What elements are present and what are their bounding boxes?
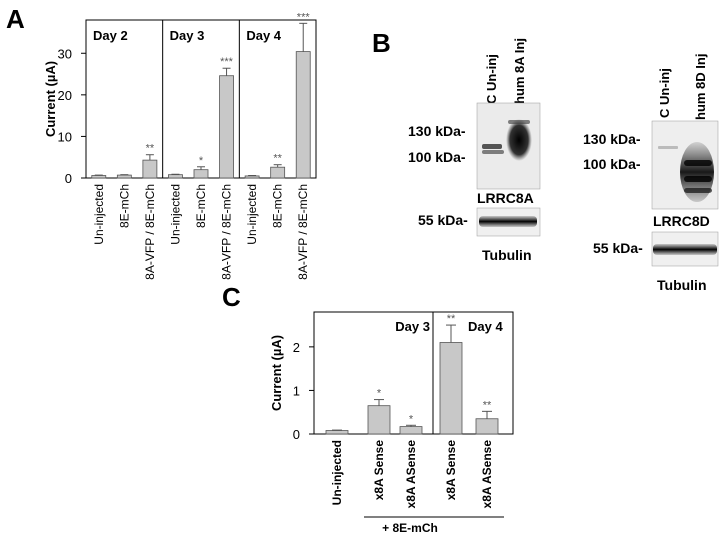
chart-a-bar bbox=[270, 166, 286, 179]
chart-c-group-label: Day 4 bbox=[468, 319, 503, 334]
blot-right-loading-marker: 55 kDa- bbox=[593, 240, 643, 256]
blot-right-marker-130: 130 kDa- bbox=[583, 131, 641, 147]
chart-c-significance: ** bbox=[483, 399, 492, 411]
chart-a-ytick-label: 10 bbox=[58, 129, 72, 144]
blot-left-lane-1: C Un-inj bbox=[484, 54, 499, 104]
chart-c-category-label: x8A Sense bbox=[372, 440, 386, 501]
chart-a-group-label: Day 3 bbox=[170, 28, 205, 43]
chart-c-category-label: x8A ASense bbox=[480, 440, 494, 509]
blot-left-loading-marker: 55 kDa- bbox=[418, 212, 468, 228]
chart-a-category-label: 8A-VFP / 8E-mCh bbox=[220, 184, 234, 280]
chart-a-ylabel: Current (µA) bbox=[43, 61, 58, 137]
chart-a-category-label: 8A-VFP / 8E-mCh bbox=[296, 184, 310, 280]
chart-a-group-label: Day 2 bbox=[93, 28, 128, 43]
chart-a-ytick-label: 30 bbox=[58, 46, 72, 61]
chart-a-significance: *** bbox=[297, 11, 311, 23]
panel-a-letter: A bbox=[6, 4, 25, 34]
chart-c-bar bbox=[439, 342, 463, 435]
chart-c-ytick-label: 2 bbox=[293, 340, 300, 355]
blot-left-band-injected bbox=[506, 119, 532, 161]
chart-a-bar bbox=[91, 175, 107, 179]
chart-c-bar bbox=[475, 418, 499, 435]
blot-left-band-control-lower bbox=[482, 150, 504, 154]
blot-right-marker-100: 100 kDa- bbox=[583, 156, 641, 172]
chart-a-category-label: 8A-VFP / 8E-mCh bbox=[143, 184, 157, 280]
chart-c-ytick-label: 1 bbox=[293, 383, 300, 398]
blot-right-protein: LRRC8D bbox=[653, 213, 710, 229]
blot-right: C Un-inj hum 8D Inj 130 kDa- 100 kDa- LR… bbox=[583, 54, 719, 293]
blot-right-tubulin-band bbox=[653, 244, 717, 255]
blot-left: C Un-inj hum 8A Inj 130 kDa- 100 kDa- LR… bbox=[408, 38, 541, 263]
chart-c-significance: * bbox=[409, 413, 414, 425]
chart-a-significance: ** bbox=[146, 143, 155, 155]
blot-right-band-injected-a bbox=[684, 160, 712, 166]
blot-left-tubulin-band bbox=[479, 216, 537, 227]
chart-a-category-label: Un-injected bbox=[245, 184, 259, 245]
chart-c-ylabel: Current (µA) bbox=[269, 335, 284, 411]
chart-c-category-label: x8A ASense bbox=[404, 440, 418, 509]
blot-right-band-injected-b bbox=[684, 176, 712, 182]
chart-c-significance: ** bbox=[447, 313, 456, 325]
chart-c-significance: * bbox=[377, 388, 382, 400]
chart-a-bar bbox=[244, 175, 260, 179]
chart-a-bar bbox=[193, 169, 209, 179]
chart-a-bar bbox=[219, 75, 234, 179]
panel-b-letter: B bbox=[372, 28, 391, 58]
blot-left-band-control bbox=[482, 144, 502, 149]
chart-a-category-label: 8E-mCh bbox=[271, 184, 285, 228]
blot-right-loading: Tubulin bbox=[657, 277, 707, 293]
chart-a-ytick-label: 0 bbox=[65, 171, 72, 186]
chart-a-bar bbox=[116, 174, 132, 179]
chart-a-bar bbox=[142, 159, 158, 179]
chart-a-ytick-label: 20 bbox=[58, 88, 72, 103]
chart-c-bracket-label: + 8E-mCh bbox=[382, 521, 438, 535]
chart-c-category-label: x8A Sense bbox=[444, 440, 458, 501]
chart-a-bar bbox=[295, 51, 311, 179]
chart-a-group-label: Day 4 bbox=[246, 28, 281, 43]
chart-c: Day 3 Day 4 0 1 2 Current (µA) Un-injected * x8A… bbox=[269, 311, 514, 535]
blot-left-loading: Tubulin bbox=[482, 247, 532, 263]
chart-c-group-label: Day 3 bbox=[395, 319, 430, 334]
chart-a-category-label: 8E-mCh bbox=[194, 184, 208, 228]
blot-left-protein: LRRC8A bbox=[477, 190, 534, 206]
chart-a-significance: *** bbox=[220, 56, 234, 68]
chart-a-category-label: Un-injected bbox=[168, 184, 182, 245]
chart-c-bar bbox=[367, 405, 391, 435]
chart-c-bar bbox=[399, 426, 423, 435]
chart-c-category-label: Un-injected bbox=[330, 440, 344, 505]
blot-right-lane-2: hum 8D Inj bbox=[693, 54, 708, 120]
chart-a-significance: * bbox=[199, 155, 204, 167]
blot-left-band-injected-upper bbox=[508, 120, 530, 124]
blot-right-band-control bbox=[658, 146, 678, 149]
chart-a-bar bbox=[168, 174, 183, 179]
blot-left-marker-130: 130 kDa- bbox=[408, 123, 466, 139]
blot-right-band-injected-c bbox=[684, 188, 712, 193]
blot-right-lane-1: C Un-inj bbox=[657, 68, 672, 118]
chart-c-bar bbox=[325, 430, 349, 435]
blot-left-lane-2: hum 8A Inj bbox=[512, 38, 527, 104]
chart-c-ytick-label: 0 bbox=[293, 427, 300, 442]
chart-a-category-label: 8E-mCh bbox=[117, 184, 131, 228]
blot-left-marker-100: 100 kDa- bbox=[408, 149, 466, 165]
chart-a-category-label: Un-injected bbox=[92, 184, 106, 245]
panel-c-letter: C bbox=[222, 282, 241, 312]
blot-right-band-injected bbox=[680, 142, 714, 202]
chart-a-significance: ** bbox=[273, 153, 282, 165]
